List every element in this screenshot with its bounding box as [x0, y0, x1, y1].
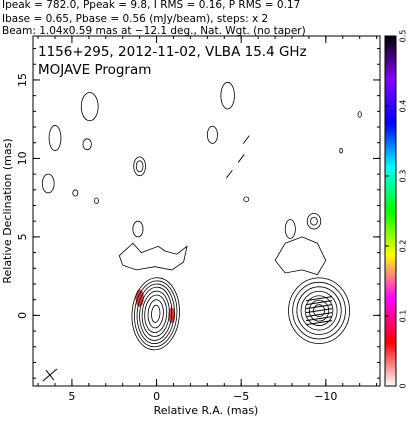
plot-title: 1156+295, 2012-11-02, VLBA 15.4 GHz [38, 44, 307, 60]
core-contour-3 [141, 290, 170, 337]
y-tick-label-1: 5 [16, 233, 29, 240]
y-tick-label-0: 0 [16, 312, 29, 319]
jet-contour-11 [243, 196, 250, 202]
jet-contour-15 [357, 111, 362, 118]
colorbar-ticks: 0 0.1 0.2 0.3 0.4 0.5 [385, 30, 408, 389]
pol-vector-0 [305, 296, 333, 302]
core-contour-1 [147, 299, 164, 329]
jet-contour-13 [284, 219, 296, 239]
core-contour-2 [144, 294, 168, 334]
plot-frame [32, 35, 381, 387]
jet-contour-8 [132, 220, 144, 238]
colorbar-tick-label-5: 0.5 [399, 30, 408, 43]
colorbar-tick-label-3: 0.3 [399, 170, 408, 183]
axis-ticks: 5 0 −5 −10 0 5 10 15 [16, 36, 380, 403]
jet-contour-12 [306, 212, 322, 230]
header-line-1: Ipeak = 782.0, Ppeak = 9.8, I RMS = 0.16… [2, 0, 300, 11]
y-axis-label: Relative Declination (mas) [1, 138, 14, 283]
pol-contour-6 [288, 277, 350, 344]
jet-contour-16 [339, 147, 343, 154]
x-tick-label-2: −5 [233, 390, 249, 403]
jet-contour-4 [72, 189, 79, 197]
pol-tick-1 [237, 154, 245, 163]
pol-tick-2 [225, 169, 233, 179]
pol-contour-4 [296, 286, 342, 335]
pol-vector-5 [305, 316, 333, 322]
jet-blob-0 [118, 242, 188, 271]
pol-contour-3 [300, 290, 338, 331]
pol-contour-1 [308, 299, 330, 322]
colorbar-tick-label-0: 0 [399, 383, 408, 388]
x-tick-label-1: 0 [153, 390, 160, 403]
jet-contour-5 [94, 197, 99, 205]
jet-contour-1 [48, 125, 62, 151]
plot-subtitle: MOJAVE Program [38, 62, 151, 78]
plot-content [41, 81, 362, 382]
core-contour-4 [139, 286, 173, 341]
colorbar-tick-label-4: 0.4 [399, 100, 408, 113]
core-contour-0 [151, 304, 161, 323]
pol-vector-6 [305, 320, 333, 326]
jet-contour-14 [310, 216, 318, 226]
jet-contour-6 [133, 156, 146, 177]
colorbar-tick-label-1: 0.1 [399, 310, 408, 323]
x-tick-label-0: 5 [68, 390, 75, 403]
core-contour-5 [136, 283, 175, 344]
feature-0 [135, 289, 144, 307]
y-tick-label-2: 10 [16, 151, 29, 165]
pol-tick-0 [242, 135, 250, 144]
pol-vector-1 [305, 300, 333, 306]
header-line-3: Beam: 1.04x0.59 mas at −12.1 deg., Nat. … [2, 25, 306, 37]
colorbar-tick-label-2: 0.2 [399, 240, 408, 253]
pol-contour-0 [313, 304, 326, 318]
jet-contour-10 [206, 125, 218, 144]
beam-minor-axis [45, 369, 55, 381]
pol-contour-2 [304, 295, 334, 326]
pol-contour-5 [292, 281, 346, 340]
jet-blob-1 [274, 236, 327, 276]
core-contour-6 [134, 280, 178, 348]
y-tick-label-3: 15 [16, 73, 29, 87]
pol-vector-2 [305, 304, 333, 310]
jet-contour-0 [80, 92, 99, 122]
core-contour-7 [131, 277, 180, 351]
colorbar [384, 35, 397, 387]
jet-contour-2 [82, 138, 92, 151]
pol-vector-4 [305, 312, 333, 318]
jet-contour-7 [135, 160, 144, 173]
x-tick-label-3: −10 [314, 390, 337, 403]
pol-vector-3 [305, 308, 333, 314]
jet-contour-9 [220, 81, 235, 110]
x-axis-label: Relative R.A. (mas) [154, 404, 259, 417]
jet-contour-3 [41, 173, 55, 194]
header-line-2: Ibase = 0.65, Pbase = 0.56 (mJy/beam), s… [2, 13, 268, 25]
